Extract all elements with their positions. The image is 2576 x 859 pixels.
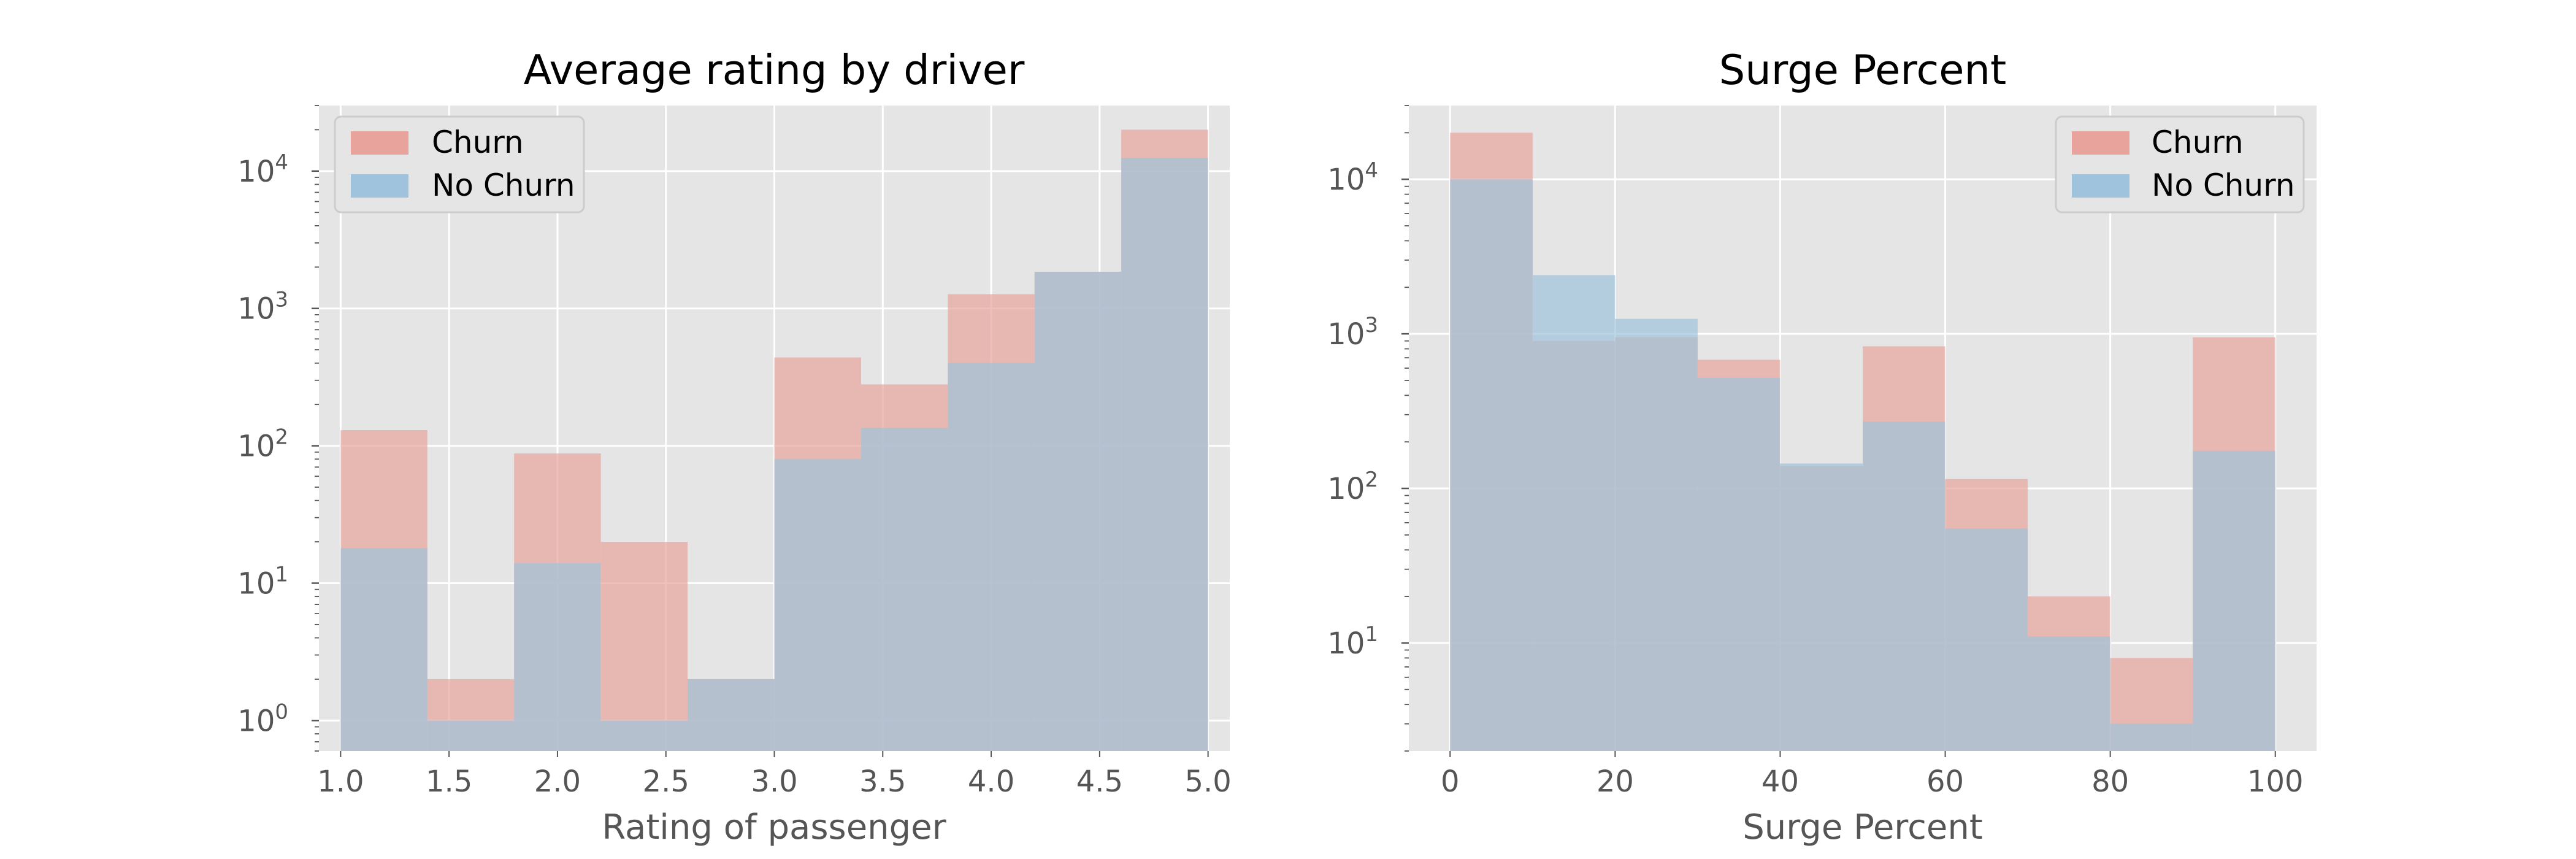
x-tick-label: 4.5 <box>1076 765 1123 799</box>
bar-no-churn <box>948 363 1035 751</box>
x-ticks-rating: 1.0 1.5 2.0 2.5 3.0 3.5 4.0 4.5 5.0 <box>317 751 1232 799</box>
x-axis-label-surge: Surge Percent <box>1742 807 1983 847</box>
y-tick-label: 100 <box>237 699 288 738</box>
bar-churn <box>600 542 688 751</box>
bar-no-churn <box>2028 636 2110 751</box>
y-ticks-surge: 101 102 103 104 <box>1327 105 1409 752</box>
chart-title-rating: Average rating by driver <box>524 46 1025 94</box>
x-tick-label: 5.0 <box>1184 765 1231 799</box>
bar-no-churn <box>1034 271 1122 752</box>
legend-label-nochurn-rating: No Churn <box>432 168 575 203</box>
x-ticks-surge: 0 20 40 60 80 100 <box>1441 751 2304 799</box>
y-tick-label: 102 <box>237 425 288 464</box>
bar-no-churn <box>1450 179 1533 751</box>
bar-no-churn <box>1121 158 1208 752</box>
y-ticks-rating: 100 101 102 103 104 <box>237 105 319 752</box>
legend-label-nochurn-surge: No Churn <box>2152 168 2295 203</box>
legend-swatch-nochurn-rating <box>351 174 408 198</box>
bar-no-churn <box>861 428 948 751</box>
x-tick-label: 60 <box>1926 765 1964 799</box>
bar-no-churn <box>340 548 427 751</box>
legend-rating: Churn No Churn <box>334 115 585 214</box>
y-tick-label: 102 <box>1327 468 1378 506</box>
chart-title-surge: Surge Percent <box>1719 46 2007 94</box>
legend-surge: Churn No Churn <box>2055 115 2305 214</box>
x-axis-label-rating: Rating of passenger <box>602 807 946 847</box>
x-tick-label: 0 <box>1441 765 1460 799</box>
x-tick-label: 3.0 <box>751 765 797 799</box>
legend-label-churn-rating: Churn <box>432 125 524 160</box>
y-tick-label: 104 <box>237 150 288 189</box>
bar-no-churn <box>1615 318 1698 751</box>
y-tick-label: 104 <box>1327 158 1378 197</box>
bar-no-churn <box>514 563 601 751</box>
x-tick-label: 40 <box>1761 765 1799 799</box>
bar-no-churn <box>1863 422 1945 751</box>
x-tick-label: 100 <box>2247 765 2304 799</box>
x-tick-label: 20 <box>1597 765 1634 799</box>
y-tick-label: 103 <box>237 288 288 326</box>
bar-no-churn <box>1532 275 1616 751</box>
bar-no-churn <box>427 720 515 751</box>
bar-no-churn <box>1780 463 1863 751</box>
x-tick-label: 4.0 <box>968 765 1014 799</box>
y-tick-label: 103 <box>1327 313 1378 352</box>
bar-no-churn <box>774 459 861 751</box>
x-tick-label: 3.5 <box>859 765 906 799</box>
bar-no-churn <box>600 720 688 751</box>
bars-nochurn-rating <box>340 158 1208 752</box>
bar-no-churn <box>1697 377 1781 751</box>
bar-no-churn <box>688 679 775 751</box>
y-tick-label: 101 <box>1327 622 1378 661</box>
y-tick-label: 101 <box>237 562 288 601</box>
x-tick-label: 1.5 <box>426 765 472 799</box>
legend-label-churn-surge: Churn <box>2152 125 2244 160</box>
legend-swatch-churn-surge <box>2072 131 2129 155</box>
legend-swatch-nochurn-surge <box>2072 174 2129 198</box>
chart-panel-rating: 1.0 1.5 2.0 2.5 3.0 3.5 4.0 4.5 5.0 100 101 102 103… <box>237 46 1232 847</box>
x-tick-label: 80 <box>2091 765 2129 799</box>
bar-no-churn <box>1945 528 2028 751</box>
legend-swatch-churn-rating <box>351 131 408 155</box>
x-tick-label: 1.0 <box>317 765 364 799</box>
bar-no-churn <box>2193 450 2275 751</box>
bars-nochurn-surge <box>1450 179 2275 751</box>
x-tick-label: 2.0 <box>534 765 581 799</box>
x-tick-label: 2.5 <box>643 765 689 799</box>
bar-no-churn <box>2110 723 2193 751</box>
